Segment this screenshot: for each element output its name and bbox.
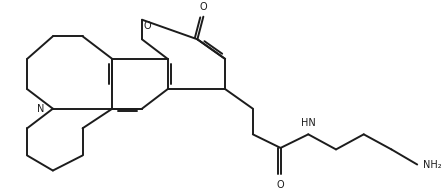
Text: NH₂: NH₂ [423, 160, 442, 170]
Text: HN: HN [301, 118, 316, 128]
Text: N: N [37, 104, 44, 114]
Text: O: O [277, 180, 285, 190]
Text: O: O [144, 21, 152, 31]
Text: O: O [199, 2, 207, 12]
